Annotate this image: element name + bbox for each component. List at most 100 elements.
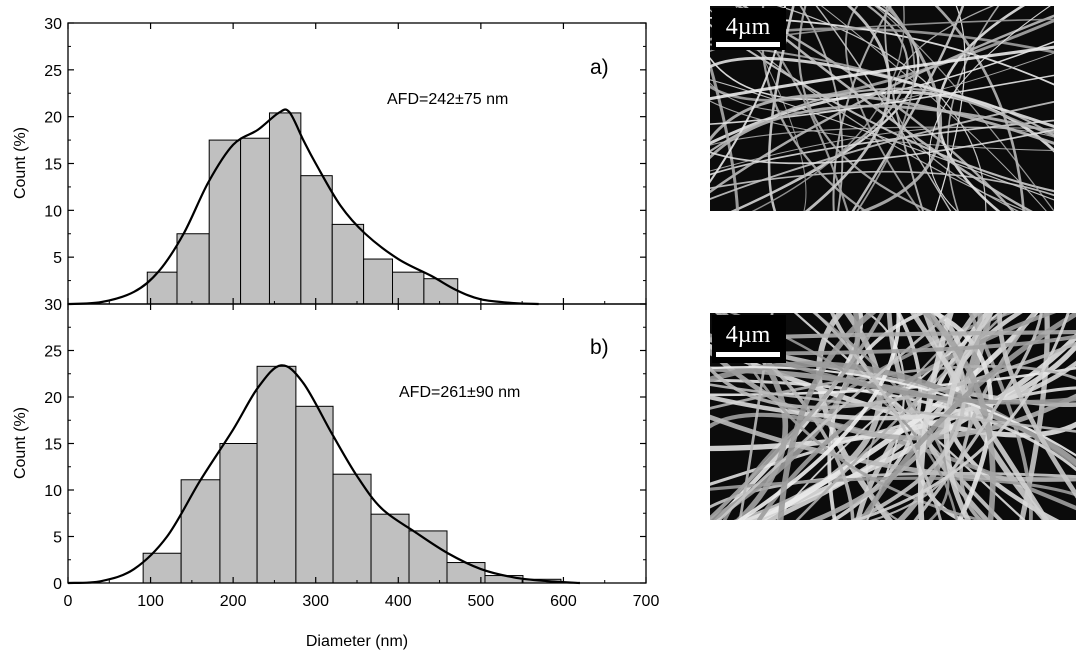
histogram-bar-a-4 xyxy=(268,112,302,305)
fit-curve-a xyxy=(67,108,539,306)
y-tick-label-a-6: 30 xyxy=(44,16,62,33)
histogram-bar-a-2 xyxy=(208,139,242,305)
y-tick-label-b-1: 5 xyxy=(53,530,62,547)
fiber-texture-b xyxy=(710,313,1076,520)
histogram-bar-b-3 xyxy=(256,365,297,584)
fiber-strand xyxy=(859,313,1076,520)
fiber-strand xyxy=(934,6,1025,211)
annotation-afd-b: AFD=261±90 nm xyxy=(399,384,520,401)
y-tick-label-b-4: 20 xyxy=(44,390,62,407)
fiber-strand xyxy=(997,313,1076,499)
fiber-strand xyxy=(813,313,942,520)
y-tick-label-b-6: 30 xyxy=(44,297,62,314)
fiber-strand xyxy=(710,14,1054,194)
fiber-strand xyxy=(804,6,891,211)
fiber-strand xyxy=(710,104,1054,160)
fiber-strand xyxy=(710,100,1054,200)
fiber-strand xyxy=(710,366,1076,457)
fiber-strand xyxy=(815,6,952,211)
x-tick-label-2: 200 xyxy=(220,593,247,610)
histogram-bar-a-0 xyxy=(146,271,178,305)
fiber-strand xyxy=(777,313,877,520)
fiber-strand xyxy=(793,313,1026,520)
histogram-bar-a-8 xyxy=(392,271,425,305)
fiber-strand xyxy=(922,313,996,520)
histogram-bar-b-9 xyxy=(484,575,524,584)
fiber-strand xyxy=(874,6,1054,211)
fiber-strand xyxy=(710,79,1054,201)
fiber-strand xyxy=(865,313,982,520)
fiber-strand xyxy=(710,313,885,520)
fiber-strand xyxy=(710,74,1054,125)
histogram-bar-a-9 xyxy=(423,278,459,305)
scale-label-a: 4µm xyxy=(726,14,771,40)
fiber-strand xyxy=(913,313,1043,520)
fiber-strand xyxy=(710,414,1076,482)
fiber-strand xyxy=(710,23,1054,193)
histogram-bar-a-6 xyxy=(331,223,365,305)
scale-bar-a: 4µm xyxy=(712,8,786,50)
x-tick-label-1: 100 xyxy=(137,593,164,610)
scale-label-b: 4µm xyxy=(726,322,771,348)
fiber-strand xyxy=(710,45,1054,101)
y-tick-label-a-4: 20 xyxy=(44,110,62,127)
fiber-strand xyxy=(710,330,1076,342)
x-ticks-a xyxy=(67,23,647,304)
y-tick-label-b-3: 15 xyxy=(44,437,62,454)
fiber-strand xyxy=(710,170,1054,197)
histogram-bar-b-2 xyxy=(219,443,258,584)
x-tick-label-4: 400 xyxy=(385,593,412,610)
fiber-strand xyxy=(943,313,994,520)
x-tick-label-6: 600 xyxy=(550,593,577,610)
fiber-texture-a xyxy=(710,6,1054,211)
histogram-bar-a-1 xyxy=(176,233,210,305)
histogram-bar-b-0 xyxy=(142,552,182,584)
histogram-bar-a-5 xyxy=(300,175,333,305)
y-tick-label-a-1: 5 xyxy=(53,250,62,267)
x-ticks-b: 0 100 200 300 400 500 600 700 xyxy=(64,304,660,610)
fiber-strand xyxy=(820,6,1047,211)
fiber-strand xyxy=(851,313,1070,520)
y-axis-label-a: Count (%) xyxy=(12,127,29,199)
y-tick-label-a-2: 10 xyxy=(44,203,62,220)
fiber-strand xyxy=(710,100,1054,152)
x-tick-label-0: 0 xyxy=(64,593,73,610)
histogram-bar-b-5 xyxy=(332,473,372,584)
fiber-strand xyxy=(812,313,950,520)
x-tick-label-5: 500 xyxy=(468,593,495,610)
scale-bar-b: 4µm xyxy=(712,315,786,363)
fiber-strand xyxy=(929,6,1051,211)
panel-label-a: a) xyxy=(590,56,609,79)
histogram-bar-b-4 xyxy=(295,405,334,584)
y-tick-label-b-2: 10 xyxy=(44,483,62,500)
fiber-strand xyxy=(710,383,1076,433)
x-axis-label: Diameter (nm) xyxy=(306,633,408,650)
fiber-strand xyxy=(767,6,795,211)
bins-b xyxy=(142,365,562,584)
fiber-strand xyxy=(710,378,1076,472)
panel-label-b: b) xyxy=(590,336,609,359)
fiber-strand xyxy=(737,6,849,211)
y-ticks-a: 5 10 15 20 25 30 xyxy=(44,16,646,305)
fiber-strand xyxy=(710,18,1054,53)
fiber-strand xyxy=(742,6,1033,211)
histogram-panel-a: 5 10 15 20 25 30 a) AFD=242±75 nm Count (%) xyxy=(12,16,647,306)
histogram-panel-b: 0 5 10 15 20 25 30 0 100 200 300 400 500 600 700 b) A… xyxy=(12,297,659,650)
fiber-strand xyxy=(934,6,966,211)
fiber-strand xyxy=(736,313,901,520)
fiber-strand xyxy=(710,59,740,211)
fiber-strand xyxy=(797,6,933,211)
histogram-bar-a-3 xyxy=(240,137,270,305)
fiber-strand xyxy=(710,56,1054,129)
y-ticks-b: 0 5 10 15 20 25 30 xyxy=(44,297,646,593)
histogram-bar-a-7 xyxy=(363,258,394,305)
fiber-strand xyxy=(910,313,1050,520)
fiber-strand xyxy=(710,348,1076,441)
x-tick-label-7: 700 xyxy=(633,593,660,610)
histogram-bar-b-8 xyxy=(446,562,486,584)
fiber-strand xyxy=(929,313,994,520)
y-tick-label-a-3: 15 xyxy=(44,157,62,174)
sem-image-a: 4µm xyxy=(710,6,1054,211)
fit-curve-b xyxy=(67,364,581,585)
